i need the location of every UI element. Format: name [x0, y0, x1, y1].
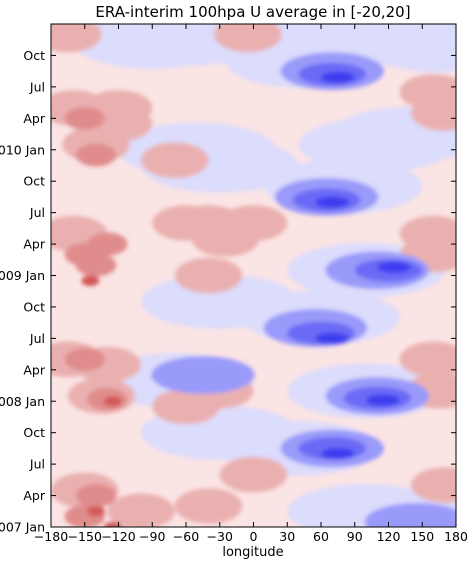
- y-tick-label: Apr: [23, 362, 45, 377]
- x-tick-label: 180: [444, 529, 468, 544]
- contour-region-neg1: [364, 502, 456, 527]
- contour-region-pos1: [152, 388, 220, 425]
- x-axis-ticks: −180 −150 −120 −90 −60 −30 0 30 60 90 120 150 180: [34, 24, 468, 544]
- contour-region-neg3: [377, 261, 411, 273]
- contour-region-pos1: [219, 205, 288, 241]
- contour-region-neg3: [321, 447, 355, 460]
- contour-region-pos2: [75, 484, 117, 508]
- y-tick-label: 2008 Jan: [0, 394, 45, 409]
- contour-region-neg3: [315, 196, 350, 208]
- contour-region-pos2: [87, 232, 128, 256]
- contour-region-pos1: [411, 467, 456, 503]
- contour-region-pos1: [214, 24, 282, 53]
- x-tick-label: 120: [377, 529, 401, 544]
- y-tick-label: Jul: [29, 331, 45, 346]
- contour-region-pos1: [174, 257, 243, 294]
- contour-region-pos1: [399, 341, 456, 378]
- contour-region-pos3: [81, 275, 100, 286]
- contour-region-pos2: [64, 347, 105, 371]
- contour-region-neg3: [321, 71, 355, 84]
- chart-title: ERA-interim 100hpa U average in [-20,20]: [95, 3, 410, 21]
- contour-region-pos1: [174, 488, 243, 524]
- x-tick-label: −150: [68, 529, 102, 544]
- x-tick-label: −90: [139, 529, 165, 544]
- y-tick-label: 2009 Jan: [0, 268, 45, 283]
- x-tick-label: −180: [34, 529, 68, 544]
- y-tick-label: Apr: [23, 111, 45, 126]
- contour-region-neg0: [360, 24, 456, 73]
- contour-region-pos1: [219, 456, 288, 493]
- x-tick-label: 90: [347, 529, 363, 544]
- x-tick-label: −30: [207, 529, 233, 544]
- y-tick-label: Jul: [29, 79, 45, 94]
- y-tick-label: Jul: [29, 205, 45, 220]
- x-tick-label: −120: [101, 529, 135, 544]
- y-tick-label: 2010 Jan: [0, 142, 45, 157]
- y-tick-label: Oct: [23, 425, 45, 440]
- contour-region-pos2: [75, 253, 117, 277]
- x-axis-label: longitude: [222, 545, 283, 560]
- contour-region-pos3: [87, 506, 105, 517]
- x-tick-label: −60: [173, 529, 199, 544]
- contour-region-neg3: [366, 394, 400, 406]
- x-tick-label: 0: [250, 529, 258, 544]
- contour-region-pos1: [141, 142, 209, 179]
- contour-region-pos3: [103, 396, 122, 407]
- y-tick-label: Apr: [23, 237, 45, 252]
- x-tick-label: 150: [410, 529, 434, 544]
- contour-region-neg1: [151, 356, 255, 394]
- contour-region-neg3: [315, 332, 350, 345]
- y-tick-label: Oct: [23, 174, 45, 189]
- contour-region-pos1: [107, 493, 175, 527]
- plot-area: [51, 24, 456, 527]
- y-tick-label: Jul: [29, 457, 45, 472]
- y-axis-ticks: 2007 Jan Apr Jul Oct 2008 Jan Apr Jul Oct 2009 J…: [0, 48, 456, 535]
- contour-region-pos1: [399, 74, 456, 110]
- contour-regions: [51, 24, 456, 527]
- y-tick-label: Oct: [23, 48, 45, 63]
- y-tick-label: Oct: [23, 299, 45, 314]
- x-tick-label: 60: [313, 529, 329, 544]
- x-tick-label: 30: [279, 529, 295, 544]
- y-tick-label: Apr: [23, 488, 45, 503]
- contour-region-pos1: [51, 24, 102, 53]
- contour-region-pos2: [75, 143, 117, 167]
- y-tick-label: 2007 Jan: [0, 520, 45, 535]
- contour-region-pos3: [103, 521, 122, 527]
- contour-region-pos2: [64, 106, 105, 130]
